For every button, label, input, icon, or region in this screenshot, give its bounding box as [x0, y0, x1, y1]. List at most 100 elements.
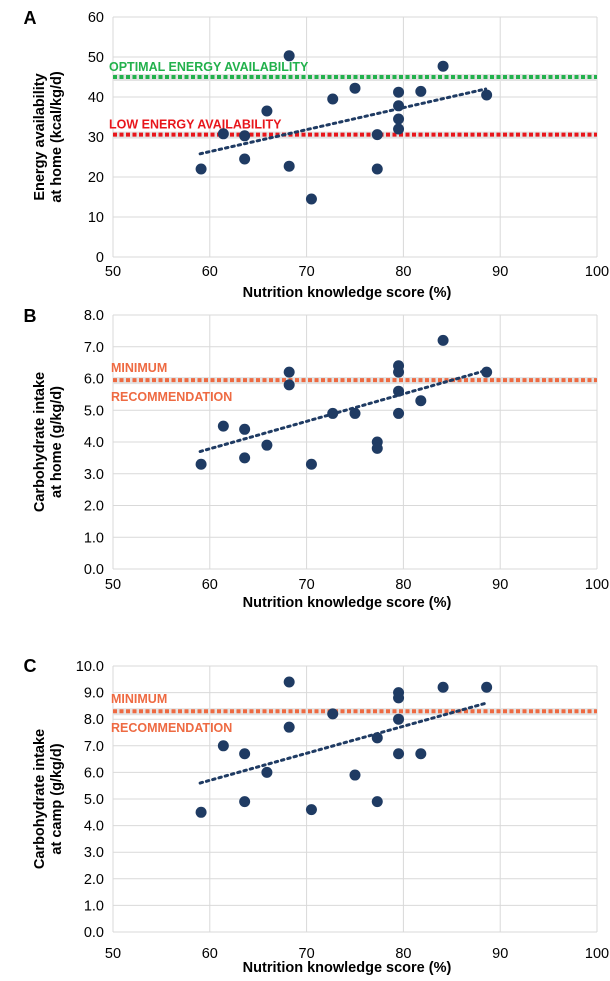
x-tick-label: 80 [395, 946, 411, 962]
data-point [371, 129, 383, 141]
data-point [283, 160, 295, 172]
x-tick-label: 70 [299, 577, 315, 593]
y-tick-label: 6.0 [84, 765, 104, 781]
x-tick-label: 80 [395, 577, 411, 593]
data-point [283, 379, 295, 391]
data-point [195, 458, 207, 470]
x-tick-label: 100 [585, 264, 609, 280]
x-tick-label: 100 [585, 577, 609, 593]
data-point [261, 766, 273, 778]
y-tick-label: 7.0 [84, 340, 104, 356]
y-axis-title-line: Carbohydrate intake [32, 372, 48, 512]
reference-label: RECOMMENDATION [111, 390, 232, 404]
data-point [393, 366, 405, 378]
y-tick-label: 8.0 [84, 308, 104, 324]
data-point [371, 163, 383, 175]
data-point [239, 748, 251, 760]
y-tick-label: 30 [88, 130, 104, 146]
data-point [327, 93, 339, 105]
y-tick-label: 5.0 [84, 792, 104, 808]
data-point [327, 407, 339, 419]
x-tick-label: 70 [299, 264, 315, 280]
y-axis-title: Carbohydrate intakeat camp (g/kg/d) [32, 729, 65, 869]
y-tick-label: 20 [88, 170, 104, 186]
y-tick-label: 1.0 [84, 898, 104, 914]
data-point [239, 130, 251, 142]
y-tick-label: 3.0 [84, 845, 104, 861]
x-tick-label: 90 [492, 946, 508, 962]
y-tick-label: 2.0 [84, 499, 104, 515]
x-tick-label: 90 [492, 264, 508, 280]
panel-c: 50 60 70 80 90 100 0.0 1.0 2.0 3.0 4.0 5.0 6.0 7.0 8.0… [24, 656, 610, 976]
y-tick-label: 40 [88, 90, 104, 106]
data-point [481, 89, 493, 101]
y-tick-label: 2.0 [84, 872, 104, 888]
data-point [393, 713, 405, 725]
y-tick-label: 1.0 [84, 530, 104, 546]
y-tick-label: 0.0 [84, 925, 104, 941]
x-axis-title: Nutrition knowledge score (%) [243, 285, 452, 301]
data-point [481, 366, 493, 378]
y-tick-label: 0 [96, 250, 104, 266]
y-tick-label: 9.0 [84, 686, 104, 702]
data-point [393, 113, 405, 125]
x-tick-label: 60 [202, 264, 218, 280]
data-point [283, 721, 295, 733]
data-point [327, 708, 339, 720]
y-tick-label: 6.0 [84, 372, 104, 388]
data-point [239, 423, 251, 435]
data-point [415, 85, 427, 97]
x-axis-title: Nutrition knowledge score (%) [243, 960, 452, 976]
x-tick-label: 50 [105, 577, 121, 593]
x-tick-label: 70 [299, 946, 315, 962]
data-point [371, 442, 383, 454]
y-axis-title-line: Carbohydrate intake [32, 729, 48, 869]
data-point [283, 50, 295, 62]
reference-label: MINIMUM [111, 361, 167, 375]
panel-a: 50 60 70 80 90 100 0 10 20 30 40 50 60 OPTIMAL ENERGY… [24, 8, 610, 301]
data-point [239, 796, 251, 808]
y-axis-title: Carbohydrate intakeat home (g/kg/d) [32, 372, 65, 512]
y-tick-label: 60 [88, 10, 104, 26]
data-point [393, 385, 405, 397]
y-axis-title-line: at camp (g/kg/d) [49, 743, 65, 854]
reference-label: RECOMMENDATION [111, 721, 232, 735]
y-tick-label: 7.0 [84, 739, 104, 755]
data-point [393, 86, 405, 98]
reference-label: LOW ENERGY AVAILABILITY [109, 118, 282, 132]
y-tick-label: 10 [88, 210, 104, 226]
y-axis-title: Energy availabilityat home (kcal/kg/d) [32, 71, 65, 203]
y-tick-label: 0.0 [84, 562, 104, 578]
data-point [415, 395, 427, 407]
data-point [239, 153, 251, 165]
x-tick-label: 80 [395, 264, 411, 280]
data-point [261, 439, 273, 451]
panel-label: C [24, 656, 37, 676]
data-point [481, 681, 493, 693]
data-point [349, 407, 361, 419]
panel-label: B [24, 306, 37, 326]
y-tick-label: 8.0 [84, 712, 104, 728]
y-axis-title-line: at home (kcal/kg/d) [49, 71, 65, 203]
panel-b: 50 60 70 80 90 100 0.0 1.0 2.0 3.0 4.0 5.0 6.0 7.0 8.0… [24, 306, 610, 611]
x-tick-label: 100 [585, 946, 609, 962]
trendline [198, 87, 488, 156]
x-tick-label: 50 [105, 946, 121, 962]
data-point [305, 804, 317, 816]
data-point [283, 676, 295, 688]
y-tick-label: 4.0 [84, 435, 104, 451]
data-point [393, 100, 405, 112]
trendline [198, 369, 488, 454]
y-tick-label: 4.0 [84, 819, 104, 835]
y-tick-label: 3.0 [84, 467, 104, 483]
data-point [217, 420, 229, 432]
data-point [393, 123, 405, 135]
data-point [393, 692, 405, 704]
data-point [393, 748, 405, 760]
x-tick-label: 60 [202, 946, 218, 962]
data-point [283, 366, 295, 378]
data-point [371, 732, 383, 744]
data-point [349, 769, 361, 781]
trendline [198, 701, 488, 785]
